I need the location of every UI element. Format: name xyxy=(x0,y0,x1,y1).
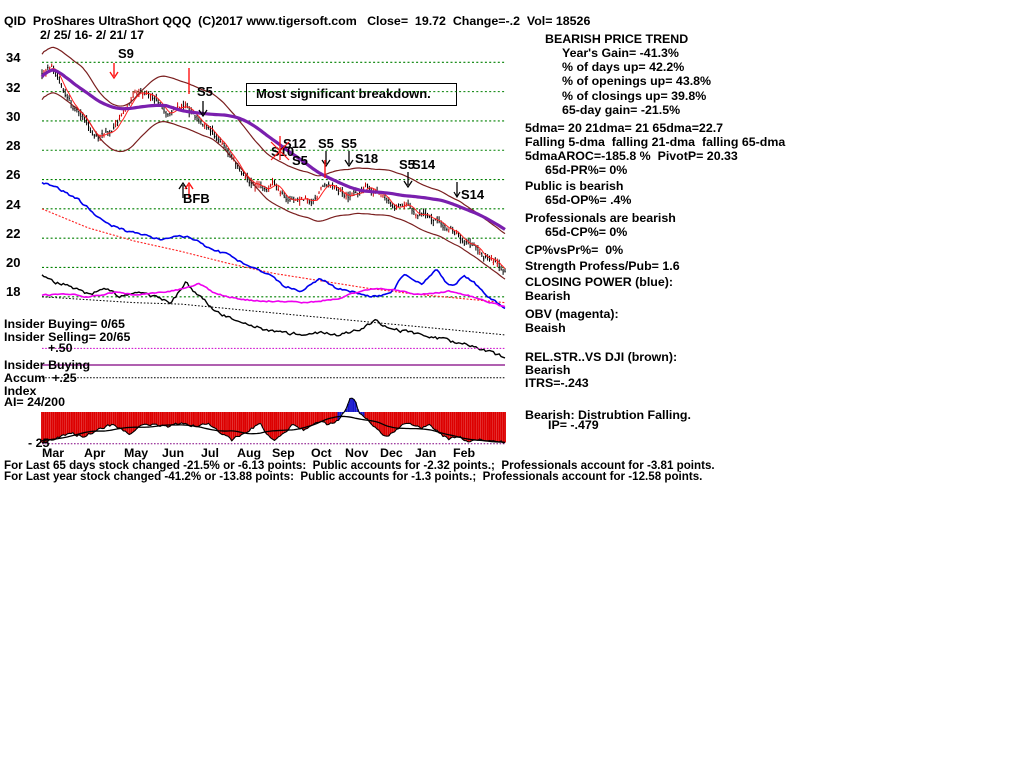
svg-text:S14: S14 xyxy=(412,157,436,172)
svg-text:S5: S5 xyxy=(292,153,308,168)
svg-text:S5: S5 xyxy=(318,136,334,151)
svg-text:BFB: BFB xyxy=(183,191,210,206)
svg-text:S14: S14 xyxy=(461,187,485,202)
svg-text:S9: S9 xyxy=(118,46,134,61)
svg-text:S18: S18 xyxy=(355,151,378,166)
svg-text:S5: S5 xyxy=(197,84,213,99)
svg-text:S5: S5 xyxy=(341,136,357,151)
